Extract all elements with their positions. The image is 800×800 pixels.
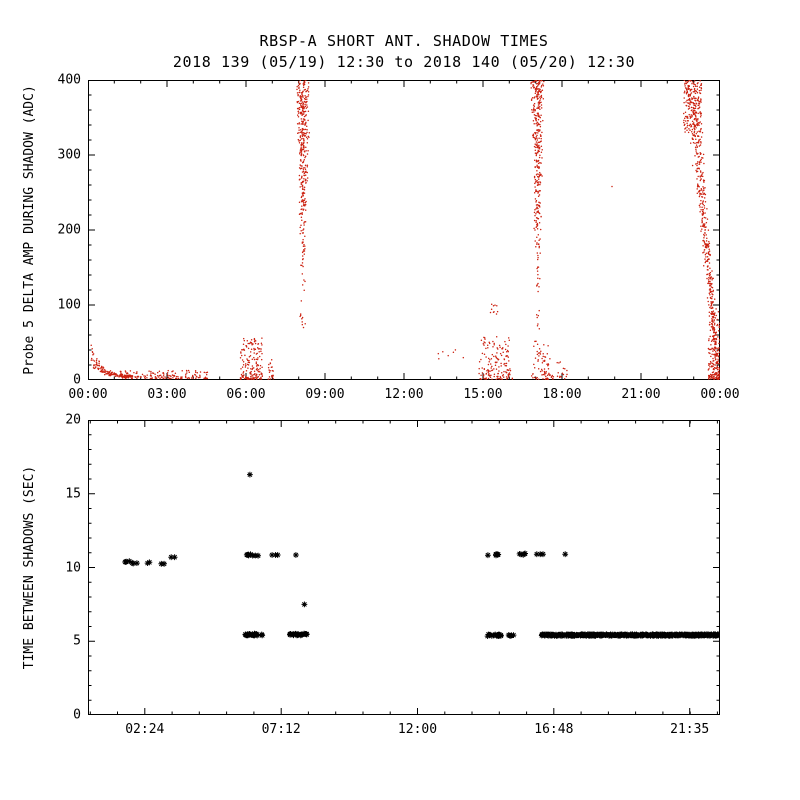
top-ylabel-container: Probe 5 DELTA AMP DURING SHADOW (ADC) — [22, 85, 37, 375]
bottom-tick-label: 02:24 — [125, 722, 165, 737]
bottom-y-axis-label: TIME BETWEEN SHADOWS (SEC) — [22, 466, 37, 670]
top-tick-label: 0 — [73, 372, 81, 388]
bottom-tick-label: 5 — [73, 633, 81, 649]
bottom-plot-frame — [88, 420, 720, 715]
top-tick-label: 100 — [57, 297, 81, 313]
bottom-tick-label: 20 — [65, 412, 81, 428]
top-axis-ticks — [88, 80, 720, 380]
plot-title: RBSP-A SHORT ANT. SHADOW TIMES — [259, 32, 549, 50]
top-tick-label: 18:00 — [542, 387, 582, 402]
bottom-ylabel-container: TIME BETWEEN SHADOWS (SEC) — [22, 466, 37, 670]
top-tick-label: 09:00 — [305, 387, 345, 402]
top-data-points — [90, 80, 720, 380]
top-tick-label: 400 — [57, 72, 81, 88]
top-panel-plot — [88, 80, 720, 380]
top-tick-label: 00:00 — [700, 387, 740, 402]
top-tick-label: 15:00 — [463, 387, 503, 402]
top-tick-label: 06:00 — [226, 387, 266, 402]
top-tick-label: 200 — [57, 222, 81, 238]
top-tick-label: 00:00 — [68, 387, 108, 402]
bottom-axis-ticks — [88, 420, 720, 715]
plot-subtitle: 2018 139 (05/19) 12:30 to 2018 140 (05/2… — [172, 53, 636, 71]
top-tick-label: 300 — [57, 147, 81, 163]
top-tick-label: 21:00 — [621, 387, 661, 402]
bottom-tick-label: 07:12 — [261, 722, 301, 737]
bottom-panel-plot — [88, 420, 720, 715]
top-y-axis-label: Probe 5 DELTA AMP DURING SHADOW (ADC) — [22, 85, 37, 375]
bottom-tick-label: 0 — [73, 707, 81, 723]
top-plot-frame — [88, 80, 720, 380]
bottom-tick-label: 21:35 — [670, 722, 710, 737]
top-tick-label: 12:00 — [384, 387, 424, 402]
bottom-tick-label: 12:00 — [397, 722, 438, 737]
top-tick-label: 03:00 — [147, 387, 187, 402]
bottom-tick-label: 16:48 — [534, 722, 574, 737]
bottom-tick-label: 15 — [65, 486, 81, 502]
bottom-data-points — [122, 471, 720, 639]
bottom-tick-label: 10 — [65, 560, 81, 575]
